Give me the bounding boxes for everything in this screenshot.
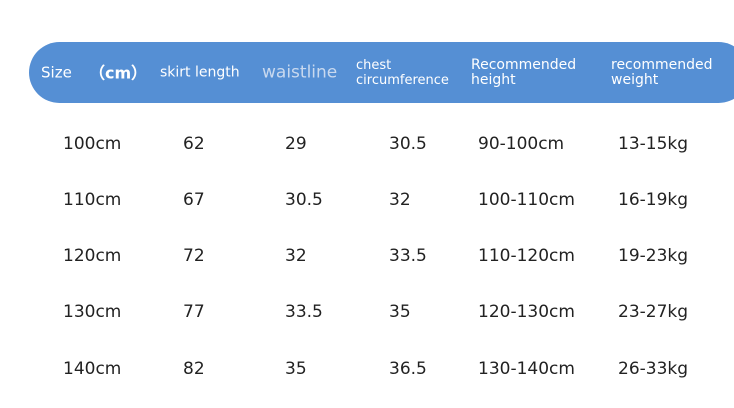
table-cell: 110-120cm — [478, 246, 575, 266]
table-cell: 110cm — [63, 190, 122, 210]
table-row: 120cm 72 32 33.5 110-120cm 19-23kg — [0, 246, 734, 276]
table-cell: 77 — [183, 302, 205, 322]
header-weight: recommended weight — [611, 56, 713, 88]
table-cell: 33.5 — [285, 302, 323, 322]
table-row: 100cm 62 29 30.5 90-100cm 13-15kg — [0, 134, 734, 164]
table-cell: 30.5 — [285, 190, 323, 210]
header-height: Recommended height — [471, 56, 577, 88]
table-cell: 82 — [183, 359, 205, 379]
table-cell: 26-33kg — [618, 359, 689, 379]
table-cell: 19-23kg — [618, 246, 689, 266]
table-header: Size （cm） skirt length waistline chest c… — [29, 42, 734, 103]
table-cell: 32 — [285, 246, 307, 266]
table-cell: 90-100cm — [478, 134, 565, 154]
table-cell: 36.5 — [389, 359, 427, 379]
table-cell: 130-140cm — [478, 359, 575, 379]
header-skirt-length: skirt length — [160, 64, 240, 80]
table-cell: 30.5 — [389, 134, 427, 154]
table-cell: 32 — [389, 190, 411, 210]
table-cell: 140cm — [63, 359, 122, 379]
table-row: 140cm 82 35 36.5 130-140cm 26-33kg — [0, 359, 734, 389]
table-cell: 72 — [183, 246, 205, 266]
table-cell: 100-110cm — [478, 190, 575, 210]
table-cell: 29 — [285, 134, 307, 154]
table-cell: 67 — [183, 190, 205, 210]
table-cell: 13-15kg — [618, 134, 689, 154]
header-unit: （cm） — [89, 63, 148, 82]
table-cell: 120cm — [63, 246, 122, 266]
table-cell: 100cm — [63, 134, 122, 154]
table-cell: 35 — [285, 359, 307, 379]
header-size: Size — [41, 63, 72, 81]
header-chest: chest circumference — [356, 57, 449, 88]
table-row: 130cm 77 33.5 35 120-130cm 23-27kg — [0, 302, 734, 332]
table-cell: 130cm — [63, 302, 122, 322]
table-cell: 35 — [389, 302, 411, 322]
table-cell: 120-130cm — [478, 302, 575, 322]
table-row: 110cm 67 30.5 32 100-110cm 16-19kg — [0, 190, 734, 220]
table-cell: 62 — [183, 134, 205, 154]
header-waistline: waistline — [262, 62, 338, 82]
table-cell: 33.5 — [389, 246, 427, 266]
table-cell: 16-19kg — [618, 190, 689, 210]
table-cell: 23-27kg — [618, 302, 689, 322]
